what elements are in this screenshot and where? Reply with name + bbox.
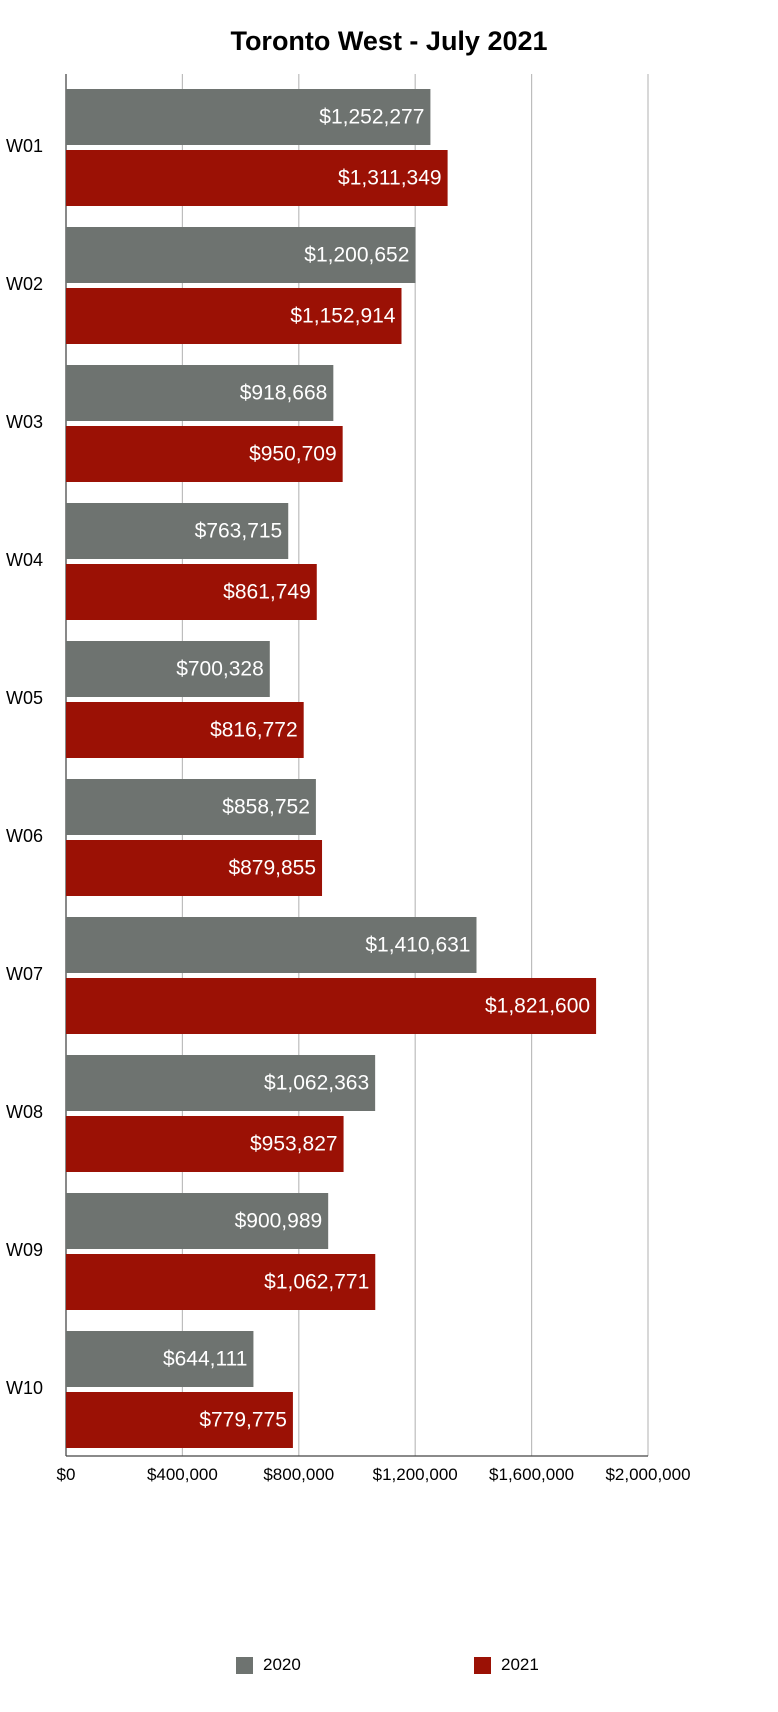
x-tick-label: $400,000: [147, 1465, 218, 1484]
bar-label-2021-W02: $1,152,914: [290, 305, 395, 328]
category-label-W08: W08: [6, 1102, 43, 1122]
bar-label-2021-W08: $953,827: [250, 1133, 338, 1156]
bar-2020-W07: [66, 917, 477, 973]
bar-label-2020-W02: $1,200,652: [304, 244, 409, 267]
bar-2021-W05: [66, 702, 304, 758]
category-labels: W01 W02 W03 W04 W05 W06 W07 W08 W09 W10: [6, 136, 43, 1398]
bar-2021-W07: [66, 978, 597, 1034]
x-tick-label: $1,600,000: [489, 1465, 574, 1484]
legend-swatch-2020: [236, 1656, 253, 1674]
bar-2020-W05: [66, 641, 270, 697]
x-tick-label: $0: [57, 1465, 76, 1484]
legend-item-2020: 2020: [236, 1655, 301, 1675]
bar-label-2020-W04: $763,715: [195, 520, 283, 543]
bar-2021-W10: [66, 1392, 293, 1448]
bar-label-2020-W07: $1,410,631: [365, 934, 470, 957]
category-label-W06: W06: [6, 826, 43, 846]
bar-label-2020-W09: $900,989: [235, 1210, 323, 1233]
legend-item-2021: 2021: [474, 1655, 539, 1675]
bar-2021-W06: [66, 840, 323, 896]
category-label-W02: W02: [6, 274, 43, 294]
bar-label-2021-W03: $950,709: [249, 443, 337, 466]
bar-2021-W08: [66, 1116, 344, 1172]
chart-title: Toronto West - July 2021: [230, 26, 548, 56]
category-label-W05: W05: [6, 688, 43, 708]
legend-swatch-2021: [474, 1656, 491, 1674]
bar-2020-W03: [66, 365, 334, 421]
category-label-W03: W03: [6, 412, 43, 432]
bar-label-2021-W01: $1,311,349: [338, 167, 442, 190]
bar-2020-W04: [66, 503, 289, 559]
category-label-W10: W10: [6, 1378, 43, 1398]
bar-2021-W04: [66, 564, 317, 620]
bar-label-2021-W07: $1,821,600: [485, 995, 590, 1018]
category-label-W07: W07: [6, 964, 43, 984]
x-tick-label: $1,200,000: [373, 1465, 458, 1484]
category-label-W04: W04: [6, 550, 43, 570]
bar-2021-W09: [66, 1254, 376, 1310]
bar-2021-W03: [66, 426, 343, 482]
bar-label-2021-W05: $816,772: [210, 719, 298, 742]
bar-label-2020-W06: $858,752: [222, 796, 310, 819]
bar-2020-W02: [66, 227, 416, 283]
x-tick-label: $800,000: [263, 1465, 334, 1484]
bar-label-2021-W10: $779,775: [199, 1409, 287, 1432]
legend-label-2020: 2020: [263, 1655, 301, 1674]
x-tick-label: $2,000,000: [605, 1465, 690, 1484]
bar-label-2020-W01: $1,252,277: [319, 106, 424, 129]
bar-2020-W01: [66, 89, 431, 145]
bar-2021-W01: [66, 150, 448, 206]
bar-label-2020-W08: $1,062,363: [264, 1072, 369, 1095]
x-tick-labels: $0 $400,000 $800,000 $1,200,000 $1,600,000 $2…: [57, 1465, 691, 1484]
bars: $1,252,277 $1,311,349 $1,200,652 $1,152,914…: [66, 89, 597, 1448]
bar-label-2021-W06: $879,855: [228, 857, 316, 880]
bar-label-2020-W03: $918,668: [240, 382, 328, 405]
bar-label-2021-W09: $1,062,771: [264, 1271, 369, 1294]
legend-label-2021: 2021: [501, 1655, 539, 1674]
bar-2020-W09: [66, 1193, 329, 1249]
category-label-W01: W01: [6, 136, 43, 156]
bar-2020-W10: [66, 1331, 254, 1387]
bar-label-2020-W10: $644,111: [163, 1348, 247, 1371]
bar-2020-W06: [66, 779, 316, 835]
bar-label-2021-W04: $861,749: [223, 581, 311, 604]
category-label-W09: W09: [6, 1240, 43, 1260]
bar-2020-W08: [66, 1055, 376, 1111]
bar-label-2020-W05: $700,328: [176, 658, 264, 681]
bar-2021-W02: [66, 288, 402, 344]
